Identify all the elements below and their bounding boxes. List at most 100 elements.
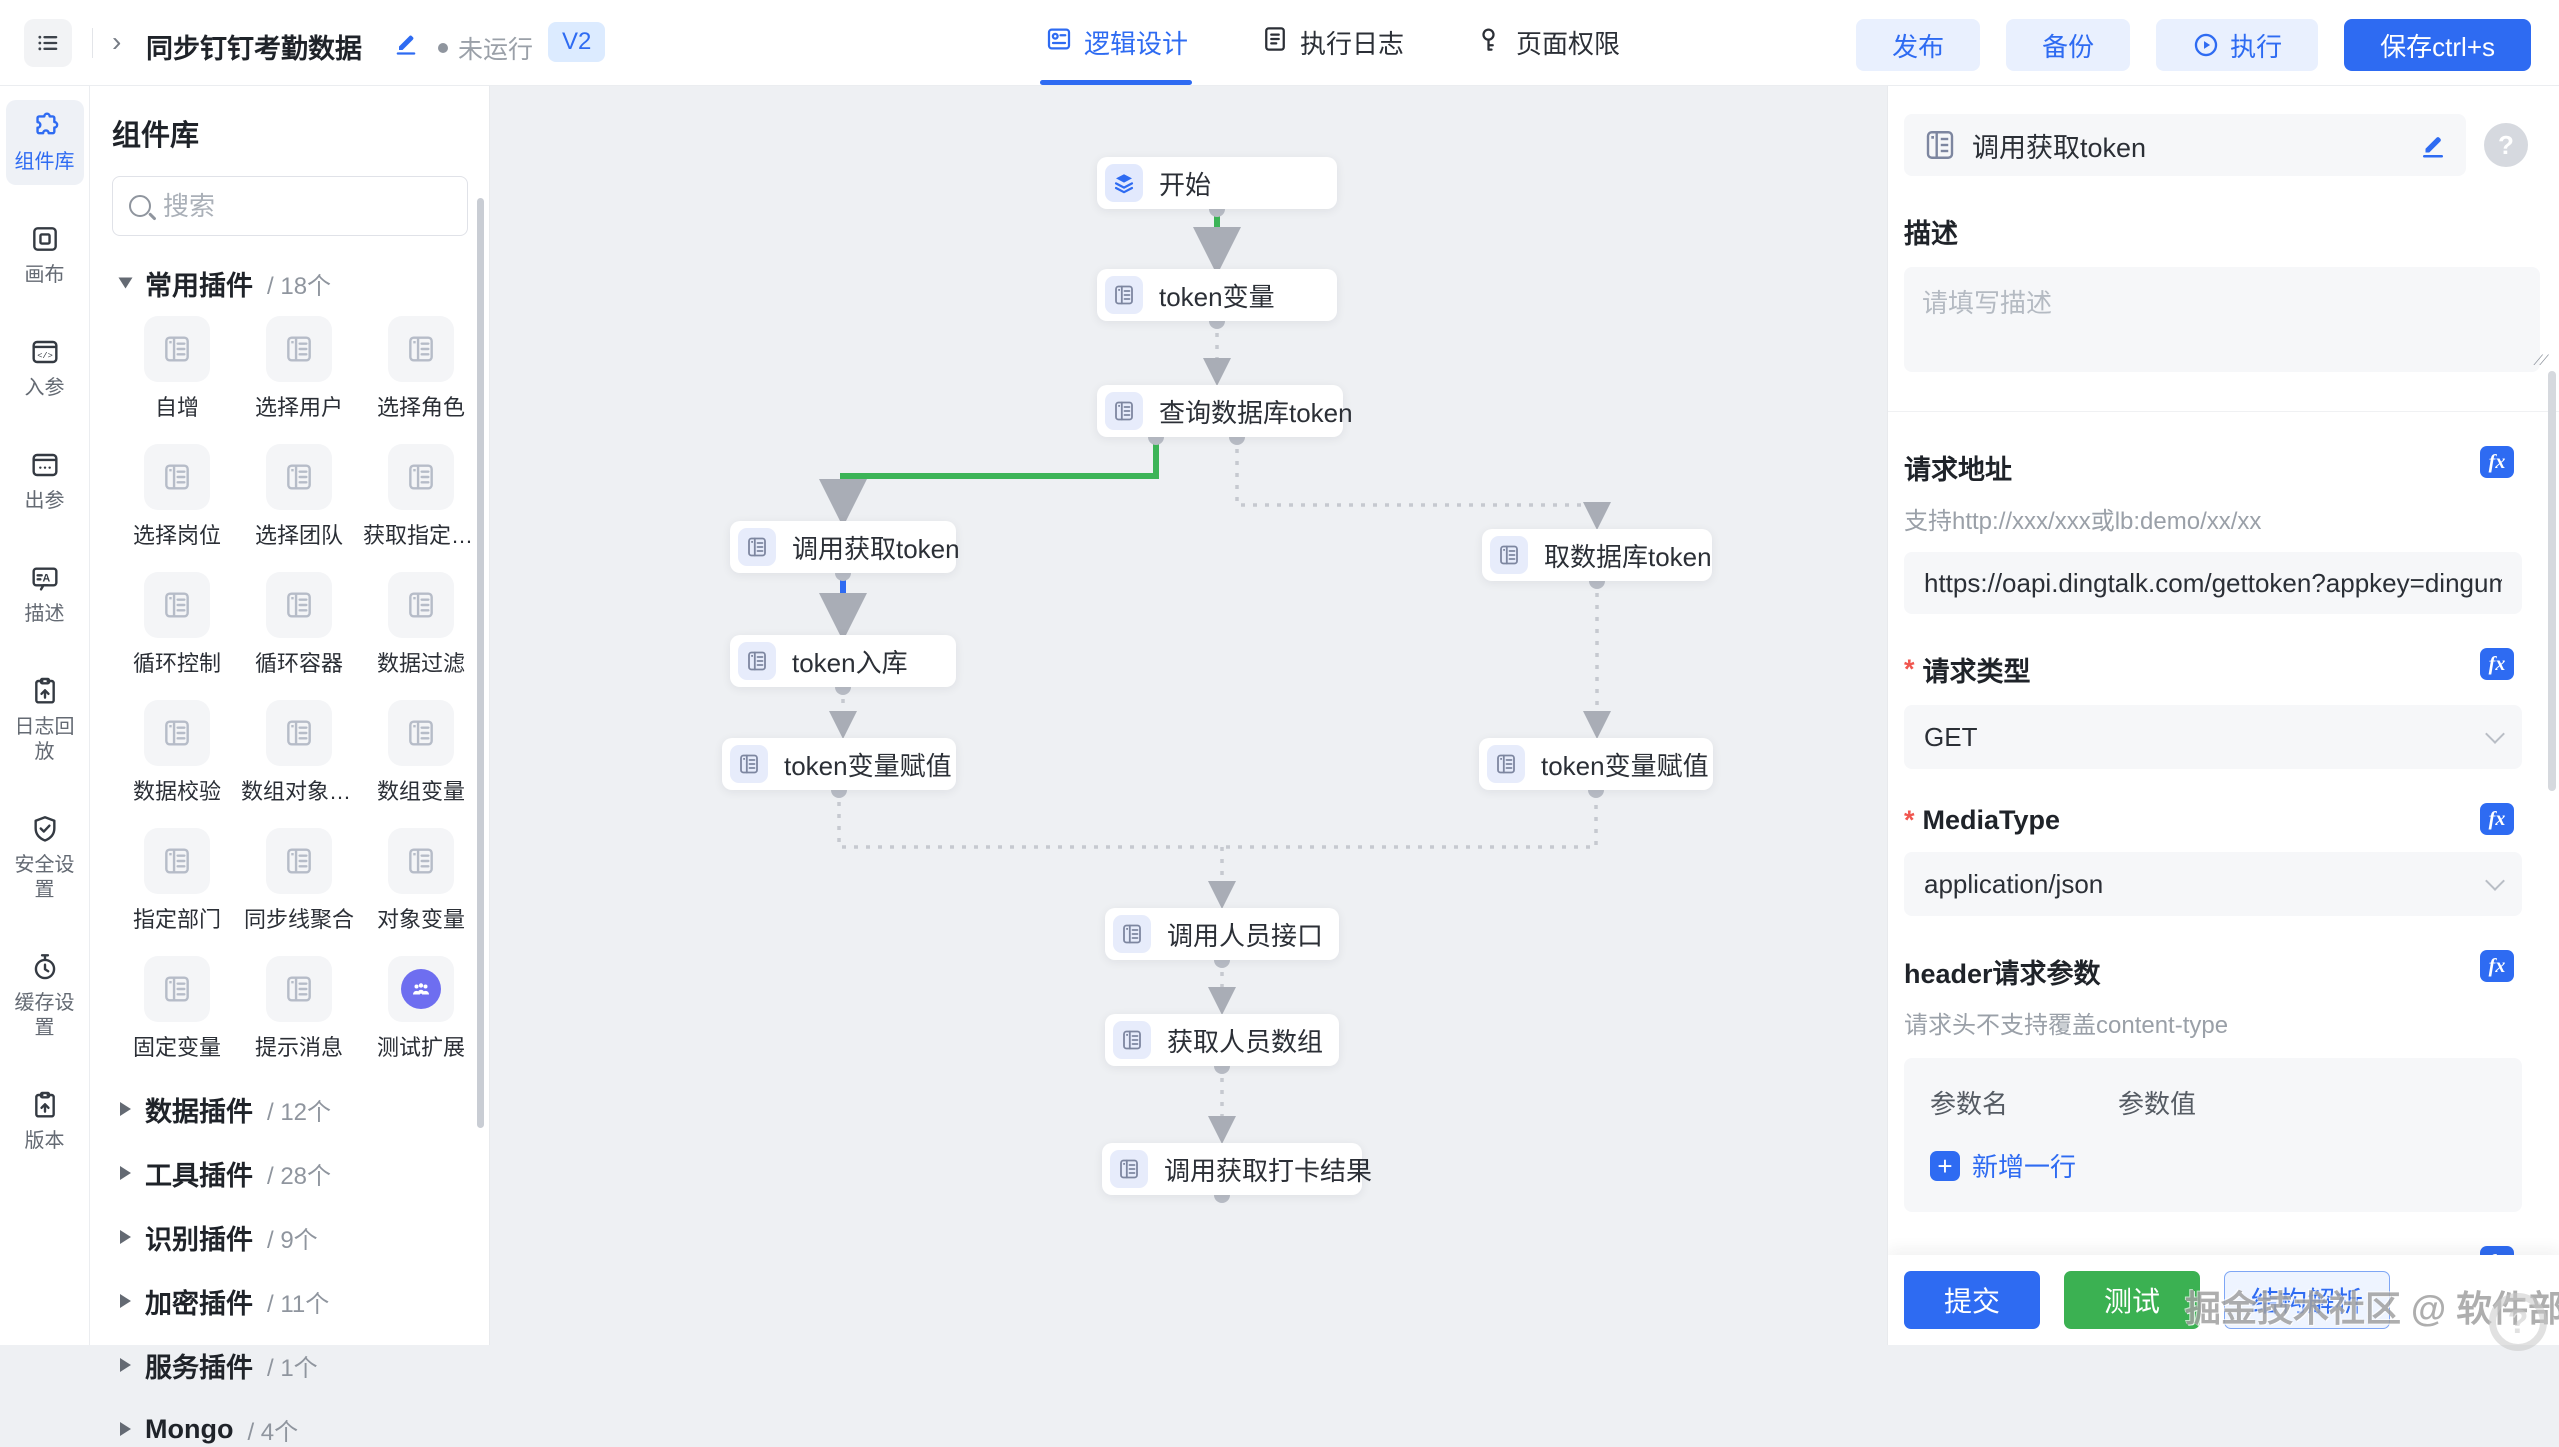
- library-item[interactable]: 选择用户: [240, 316, 358, 422]
- flow-canvas[interactable]: 开始 token变量查询数据库token 调用获取token token入库 token…: [490, 86, 1887, 1345]
- flow-node-query-db-token[interactable]: 查询数据库token: [1097, 385, 1353, 437]
- fx-formula-icon[interactable]: fx: [2480, 648, 2514, 680]
- sidebar-item-description[interactable]: A 描述: [6, 552, 84, 637]
- plugin-icon: [266, 956, 332, 1022]
- menu-list-icon[interactable]: [24, 19, 72, 67]
- edit-node-pencil-icon[interactable]: [2418, 130, 2448, 160]
- sidebar-item-output-params[interactable]: 出参: [6, 439, 84, 524]
- plugin-icon: [730, 745, 768, 783]
- fx-formula-icon[interactable]: fx: [2480, 803, 2514, 835]
- node-label: token变量: [1159, 281, 1275, 312]
- library-item-label: 选择用户: [254, 395, 343, 420]
- section-工具插件[interactable]: 工具插件 / 28个: [120, 1156, 489, 1191]
- search-input[interactable]: [163, 190, 451, 222]
- flow-node-get-user-array[interactable]: 获取人员数组: [1105, 1014, 1339, 1066]
- help-icon[interactable]: ?: [2484, 123, 2528, 167]
- library-item[interactable]: 循环控制: [118, 572, 236, 678]
- flow-node-token-assign-left[interactable]: token变量赋值: [722, 738, 956, 790]
- media-type-select[interactable]: application/json: [1904, 852, 2522, 916]
- publish-button[interactable]: 发布: [1856, 19, 1981, 71]
- fx-formula-icon[interactable]: fx: [2480, 950, 2514, 982]
- button-label: 备份: [2042, 31, 2095, 62]
- section-count: / 1个: [267, 1354, 318, 1382]
- library-item[interactable]: 自增: [118, 316, 236, 422]
- library-grid: 自增 选择用户 选择角色选择岗位 选择团队 获取指定请... 循环控制 循环容器 数据过滤数据…: [118, 316, 489, 1062]
- library-item[interactable]: 测试扩展: [362, 956, 480, 1062]
- library-item[interactable]: 对象变量: [362, 828, 480, 934]
- library-item-label: 选择角色: [376, 395, 465, 420]
- section-数据插件[interactable]: 数据插件 / 12个: [120, 1092, 489, 1127]
- run-button[interactable]: 执行: [2156, 19, 2319, 71]
- library-item[interactable]: 数据校验: [118, 700, 236, 806]
- library-item[interactable]: 提示消息: [240, 956, 358, 1062]
- sidebar-item-log-replay[interactable]: 日志回放: [6, 665, 84, 775]
- tab-page-permission[interactable]: 页面权限: [1472, 0, 1624, 85]
- sidebar-item-cache-settings[interactable]: 缓存设置: [6, 941, 84, 1051]
- node-title-card[interactable]: 调用获取token: [1904, 114, 2466, 176]
- library-item[interactable]: 数组变量: [362, 700, 480, 806]
- fx-formula-icon[interactable]: fx: [2480, 446, 2514, 478]
- tab-label: 逻辑设计: [1084, 29, 1189, 59]
- section-加密插件[interactable]: 加密插件 / 11个: [120, 1284, 489, 1319]
- library-search[interactable]: [112, 176, 468, 236]
- plugin-icon: [1487, 745, 1525, 783]
- sidebar-item-security-settings[interactable]: 安全设置: [6, 803, 84, 913]
- library-item[interactable]: 选择岗位: [118, 444, 236, 550]
- flow-node-token-assign-right[interactable]: token变量赋值: [1479, 738, 1713, 790]
- left-rail: 组件库画布 </> 入参出参 A 描述日志回放安全设置缓存设置版本: [0, 86, 90, 1345]
- flow-node-token-store[interactable]: token入库: [730, 635, 956, 687]
- sidebar-item-label: 缓存设置: [14, 992, 75, 1039]
- library-item[interactable]: 循环容器: [240, 572, 358, 678]
- backup-button[interactable]: 备份: [2006, 19, 2131, 71]
- section-服务插件[interactable]: 服务插件 / 1个: [120, 1348, 489, 1383]
- sidebar-item-input-params[interactable]: </> 入参: [6, 326, 84, 411]
- flow-node-call-punch-result[interactable]: 调用获取打卡结果: [1102, 1143, 1372, 1195]
- plugin-icon: [388, 700, 454, 766]
- description-textarea[interactable]: [1904, 267, 2540, 372]
- test-button[interactable]: 测试: [2064, 1271, 2201, 1329]
- library-item[interactable]: 数据过滤: [362, 572, 480, 678]
- library-scrollbar[interactable]: [477, 198, 484, 1128]
- flow-node-get-db-token[interactable]: 取数据库token: [1482, 529, 1712, 581]
- library-item[interactable]: 指定部门: [118, 828, 236, 934]
- request-url-label: 请求地址 fx: [1904, 446, 2544, 487]
- save-button[interactable]: 保存ctrl+s: [2344, 19, 2531, 71]
- request-method-select[interactable]: GET: [1904, 705, 2522, 769]
- version-badge[interactable]: V2: [548, 22, 606, 62]
- section-识别插件[interactable]: 识别插件 / 9个: [120, 1220, 489, 1255]
- plugin-icon: [1105, 276, 1143, 314]
- flow-node-token-var[interactable]: token变量: [1097, 269, 1337, 321]
- exec-log-icon: [1260, 24, 1290, 61]
- request-url-input[interactable]: [1904, 552, 2522, 614]
- button-label: 保存ctrl+s: [2380, 31, 2495, 62]
- flow-node-call-get-token[interactable]: 调用获取token: [730, 521, 960, 573]
- tab-exec-log[interactable]: 执行日志: [1256, 0, 1408, 85]
- library-item[interactable]: 选择角色: [362, 316, 480, 422]
- structure-button[interactable]: 结构解析: [2224, 1271, 2391, 1329]
- library-item-label: 获取指定请...: [363, 523, 479, 548]
- library-item[interactable]: 选择团队: [240, 444, 358, 550]
- sidebar-item-component-library[interactable]: 组件库: [5, 100, 84, 185]
- submit-button[interactable]: 提交: [1904, 1271, 2041, 1329]
- inspector-scrollbar[interactable]: [2548, 371, 2556, 791]
- flow-node-call-user-api[interactable]: 调用人员接口: [1105, 908, 1339, 960]
- section-common-plugins[interactable]: 常用插件 / 18个: [118, 266, 489, 301]
- add-row-button[interactable]: + 新增一行: [1930, 1147, 2496, 1184]
- plugin-icon: [144, 956, 210, 1022]
- edit-title-pencil-icon[interactable]: [392, 29, 420, 57]
- sidebar-item-label: 描述: [24, 603, 65, 625]
- flow-node-start[interactable]: 开始: [1097, 157, 1337, 209]
- top-bar: › 同步钉钉考勤数据 未运行 V2 逻辑设计 执行日志 页面权限 发布 备份 执行 保存c…: [0, 0, 2559, 86]
- library-item[interactable]: 同步线聚合: [240, 828, 358, 934]
- section-Mongo[interactable]: Mongo / 4个: [120, 1412, 489, 1446]
- tab-logic-design[interactable]: 逻辑设计: [1040, 0, 1193, 85]
- plugin-icon: [266, 316, 332, 382]
- library-item[interactable]: 获取指定请...: [362, 444, 480, 550]
- sidebar-item-canvas[interactable]: 画布: [6, 213, 84, 298]
- sidebar-item-version[interactable]: 版本: [6, 1079, 84, 1164]
- library-title: 组件库: [112, 120, 200, 152]
- library-item[interactable]: 固定变量: [118, 956, 236, 1062]
- library-item[interactable]: 数组对象变量: [240, 700, 358, 806]
- section-count: / 11个: [267, 1290, 330, 1318]
- section-label: 服务插件: [145, 1352, 253, 1383]
